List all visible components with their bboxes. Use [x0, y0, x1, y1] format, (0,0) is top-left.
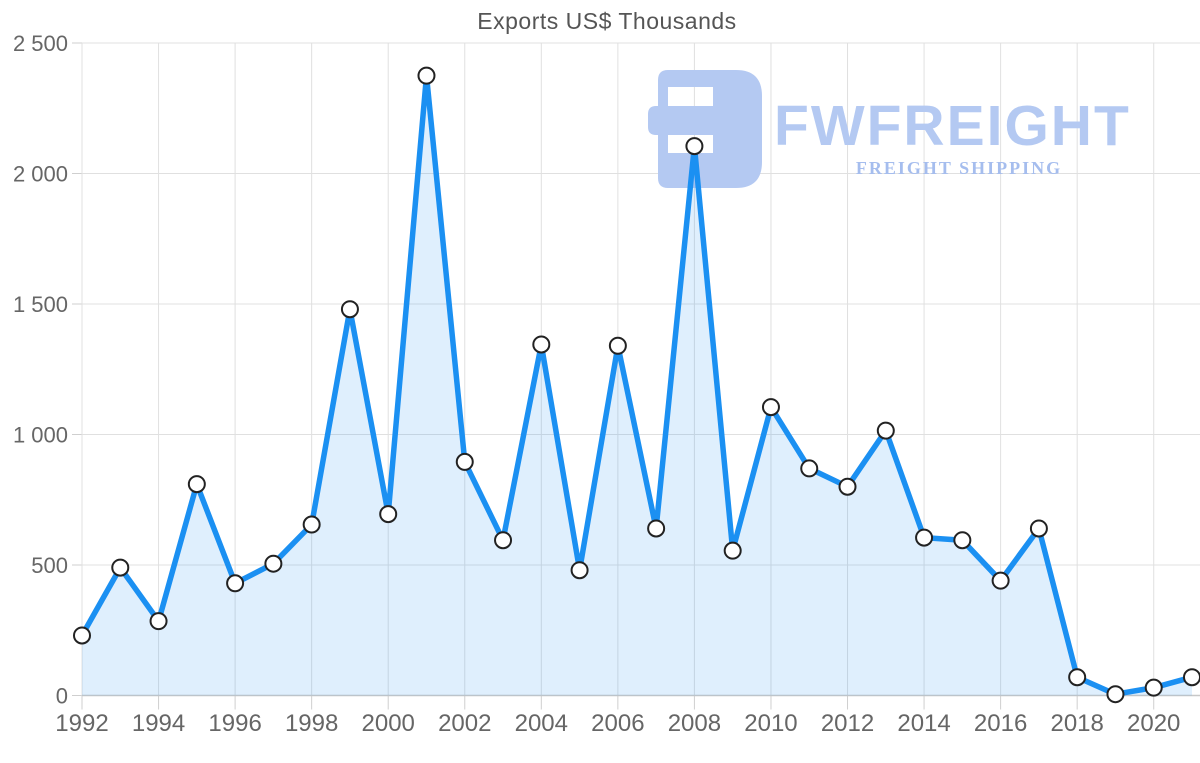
data-point-1996[interactable]	[226, 574, 245, 593]
data-point-2012[interactable]	[838, 477, 857, 496]
x-axis-label: 2002	[438, 710, 491, 737]
logo-tagline: FREIGHT SHIPPING	[855, 158, 1063, 178]
y-axis-label: 500	[31, 553, 68, 578]
x-axis-label: 1994	[132, 710, 185, 737]
x-axis-label: 1998	[285, 710, 338, 737]
data-point-2016[interactable]	[991, 571, 1010, 590]
x-axis-label: 2014	[897, 710, 950, 737]
x-axis-label: 2008	[668, 710, 721, 737]
data-point-2017[interactable]	[1029, 519, 1048, 538]
data-point-2002[interactable]	[455, 452, 474, 471]
data-point-2003[interactable]	[494, 531, 513, 550]
data-point-2014[interactable]	[915, 528, 934, 547]
data-point-1998[interactable]	[302, 515, 321, 534]
x-axis-label: 2012	[821, 710, 874, 737]
x-axis-label: 2018	[1050, 710, 1103, 737]
data-point-2009[interactable]	[723, 541, 742, 560]
x-axis-label: 2004	[515, 710, 568, 737]
data-point-2007[interactable]	[647, 519, 666, 538]
data-point-2015[interactable]	[953, 531, 972, 550]
x-axis-label: 2016	[974, 710, 1027, 737]
exports-area-fill	[82, 75, 1192, 696]
data-point-2001[interactable]	[417, 66, 436, 85]
data-point-1994[interactable]	[149, 612, 168, 631]
data-point-1992[interactable]	[73, 626, 91, 645]
x-axis-label: 2000	[362, 710, 415, 737]
data-point-1997[interactable]	[264, 554, 283, 573]
y-axis-label: 2 000	[13, 162, 68, 187]
data-point-2013[interactable]	[876, 421, 895, 440]
fwfreight-logo-watermark: FWFREIGHT FREIGHT SHIPPING	[648, 70, 1148, 190]
y-axis-label: 1 000	[13, 423, 68, 448]
chart-title: Exports US$ Thousands	[477, 8, 737, 34]
data-point-1999[interactable]	[340, 300, 359, 319]
data-point-2006[interactable]	[608, 336, 627, 355]
data-point-1995[interactable]	[187, 475, 206, 494]
data-point-2010[interactable]	[761, 398, 780, 417]
data-point-2008[interactable]	[685, 137, 704, 156]
logo-mark-shape	[648, 70, 762, 188]
fwfreight-logo-icon	[648, 70, 762, 188]
y-axis-label: 2 500	[13, 31, 68, 56]
data-point-2004[interactable]	[532, 335, 551, 354]
x-axis-label: 2010	[744, 710, 797, 737]
logo-wordmark: FWFREIGHT	[774, 94, 1131, 158]
y-axis-label: 0	[56, 684, 68, 709]
data-point-2000[interactable]	[379, 505, 398, 524]
data-point-1993[interactable]	[111, 558, 130, 577]
x-axis-label: 1992	[55, 710, 108, 737]
data-point-2018[interactable]	[1068, 668, 1087, 687]
data-point-2019[interactable]	[1106, 685, 1125, 704]
x-axis-label: 1996	[208, 710, 261, 737]
data-point-2005[interactable]	[570, 561, 589, 580]
y-axis-label: 1 500	[13, 292, 68, 317]
x-axis-label: 2006	[591, 710, 644, 737]
data-point-2011[interactable]	[800, 459, 819, 478]
data-point-2020[interactable]	[1144, 678, 1163, 697]
x-axis-label: 2020	[1127, 710, 1180, 737]
data-point-2021[interactable]	[1183, 668, 1200, 687]
